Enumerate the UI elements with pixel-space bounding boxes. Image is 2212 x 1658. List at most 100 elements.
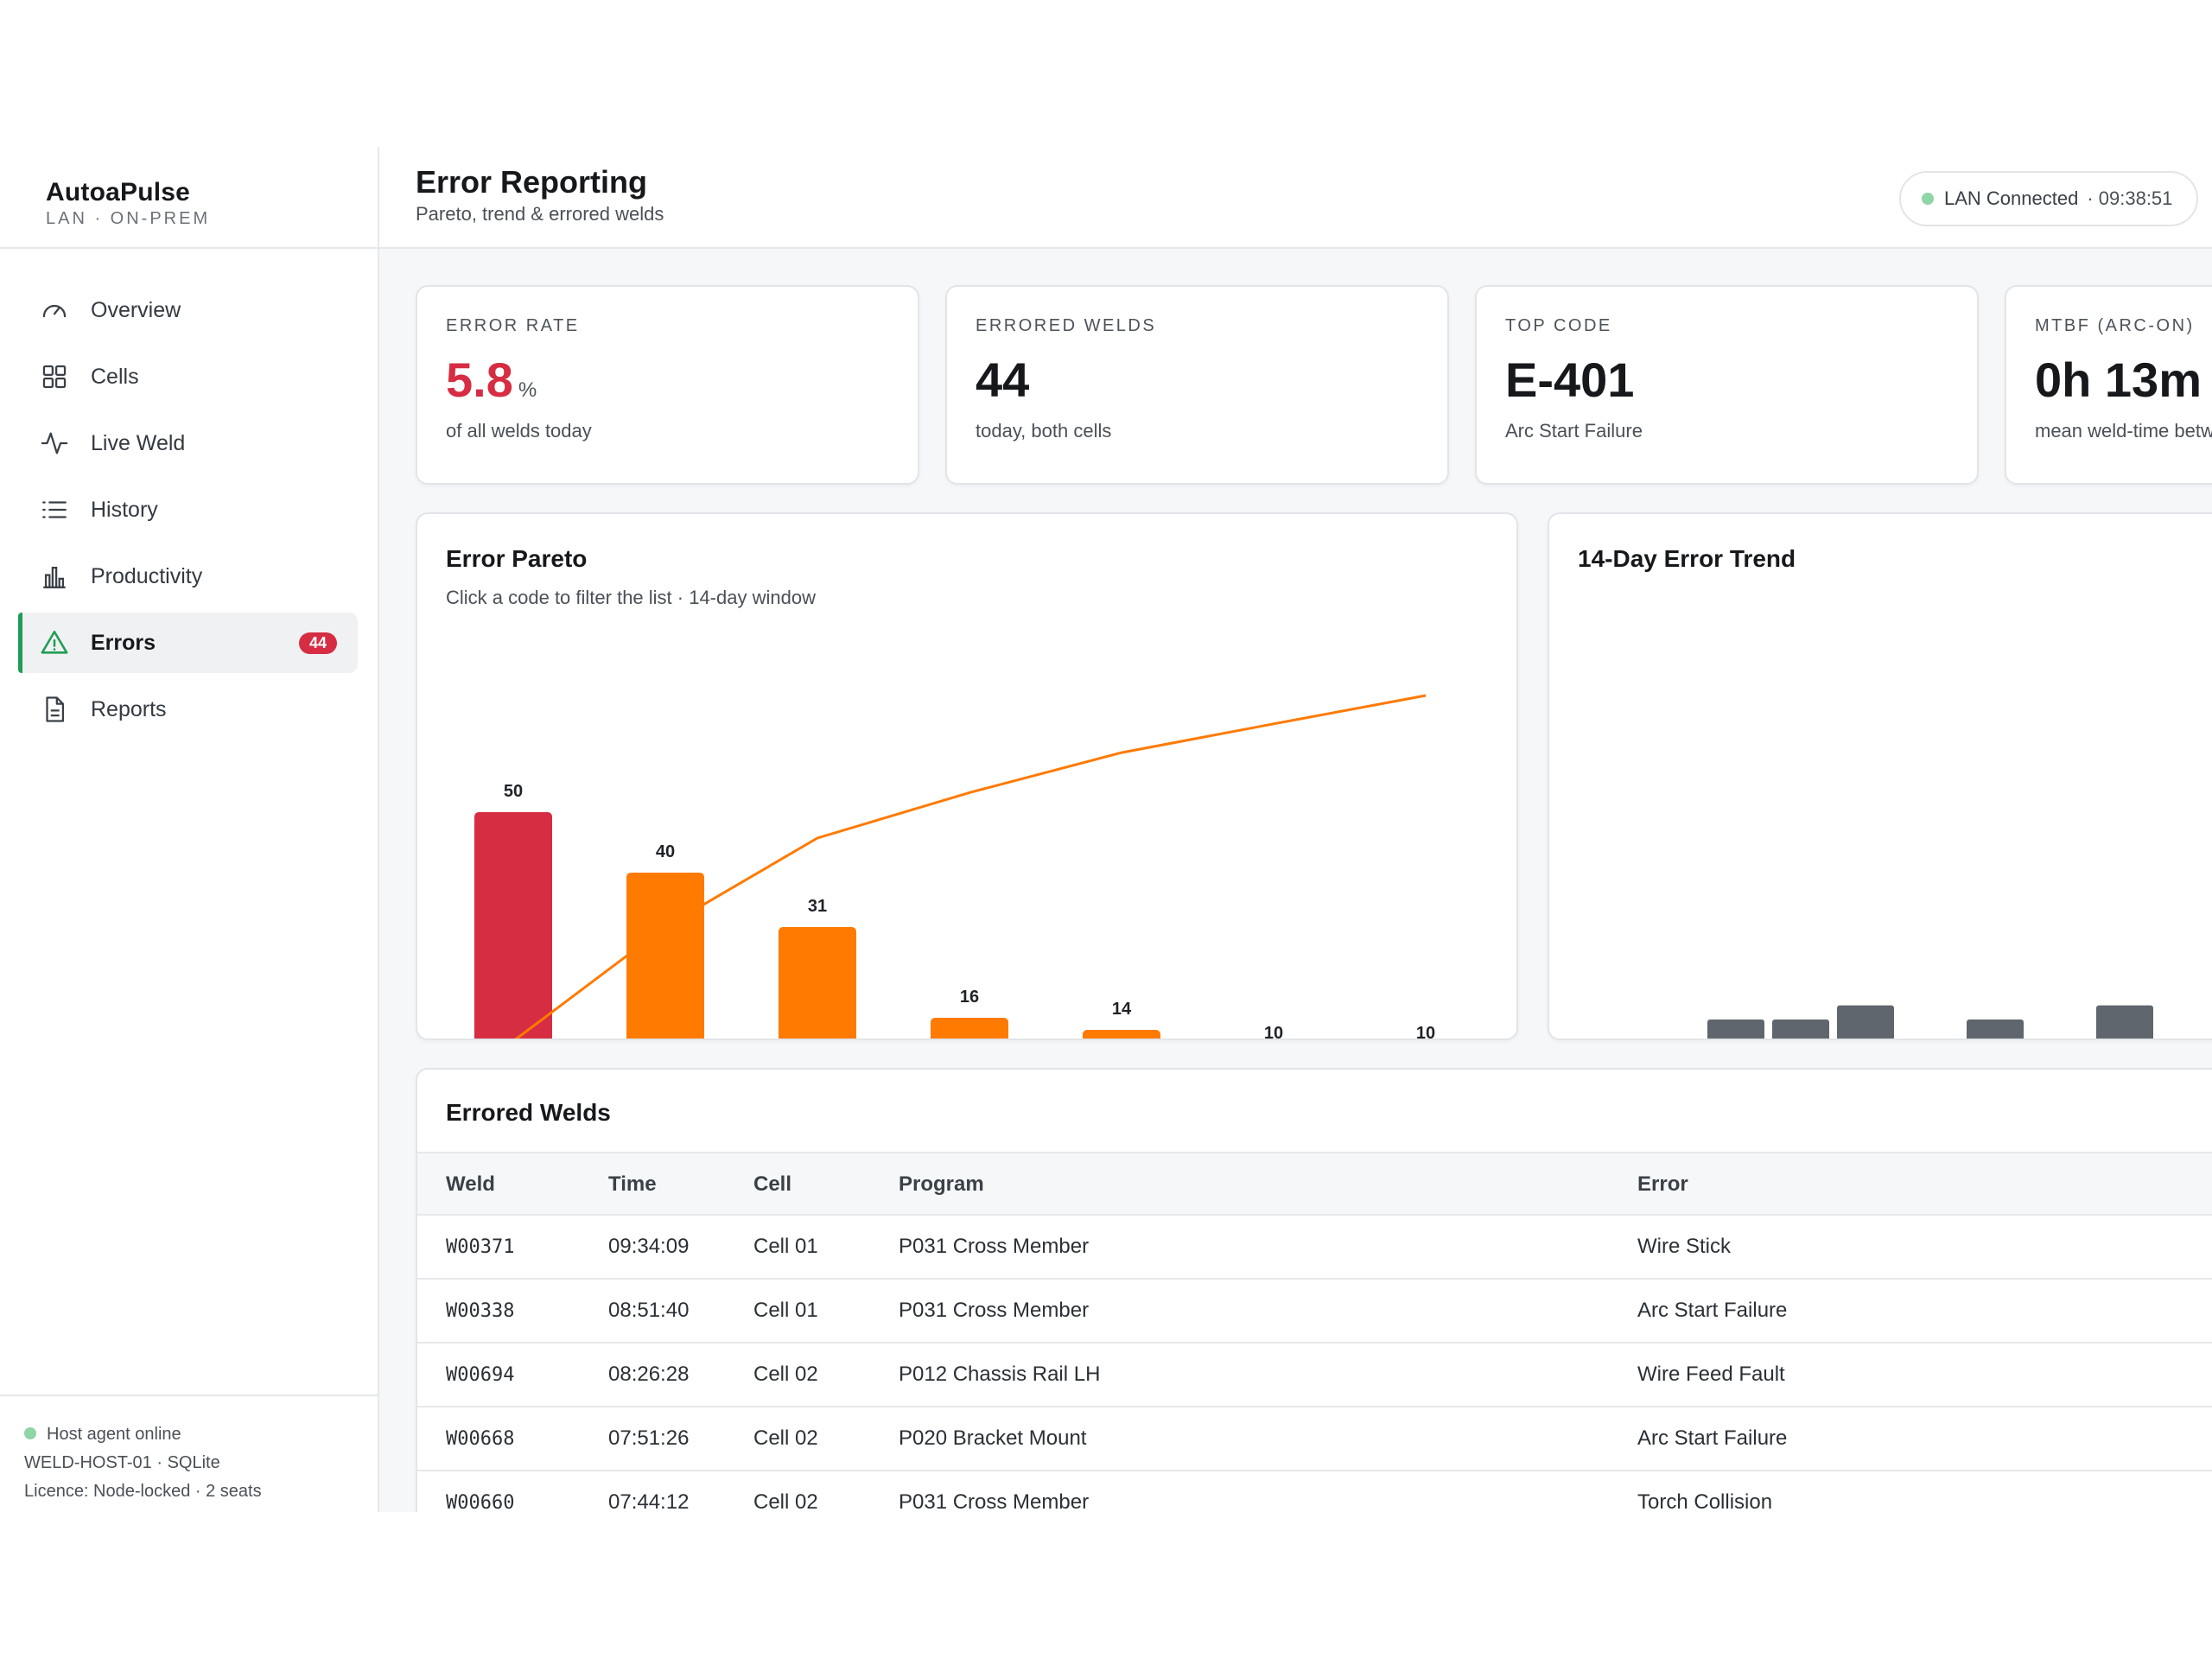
cell-cell: Cell 01 <box>753 1235 818 1258</box>
sidebar-item-productivity[interactable]: Productivity <box>18 546 358 607</box>
card-title: 14-Day Error Trend <box>1578 545 1796 572</box>
cell-time: 07:51:26 <box>608 1426 690 1450</box>
table-title: Errored Welds <box>446 1099 611 1126</box>
bar-chart-icon <box>39 561 70 592</box>
pareto-value-label: 40 <box>656 842 675 861</box>
sidebar-item-reports[interactable]: Reports <box>18 679 358 740</box>
trend-chart: WedThuFriSatSunMonTueWedThuFri <box>1707 1005 2153 1039</box>
card-title: Error Pareto <box>446 545 588 572</box>
kpi-subtitle: mean weld-time betw <box>2035 420 2212 441</box>
trend-bar[interactable] <box>2096 1005 2153 1039</box>
kpi-label: TOP CODE <box>1505 316 1612 335</box>
trend-bar[interactable] <box>1837 1005 1894 1039</box>
page-title: Error Reporting <box>416 164 648 200</box>
kpi-card-errored-welds: ERRORED WELDS 44 today, both cells <box>945 285 1449 485</box>
errored-welds-card: Errored Welds Weld Time Cell Program Err… <box>416 1068 2212 1512</box>
kpi-card-error-rate: ERROR RATE 5.8% of all welds today <box>416 285 919 485</box>
connection-status: LAN Connected · 09:38:51 <box>1899 171 2199 226</box>
pareto-bar-e-207[interactable] <box>931 1018 1008 1039</box>
sidebar-item-overview[interactable]: Overview <box>18 280 358 340</box>
kpi-value: 44 <box>976 353 1030 407</box>
cell-program: P031 Cross Member <box>899 1235 1090 1258</box>
pareto-value-label: 50 <box>504 782 523 801</box>
cell-time: 08:26:28 <box>608 1363 690 1386</box>
kpi-card-mtbf: MTBF (ARC-ON) 0h 13m mean weld-time betw <box>2005 285 2212 485</box>
cell-program: P031 Cross Member <box>899 1490 1090 1512</box>
error-count-badge: 44 <box>298 632 337 654</box>
pareto-value-label: 10 <box>1264 1024 1283 1039</box>
table-row[interactable]: W00371 09:34:09 Cell 01 P031 Cross Member Wi… <box>417 1216 2212 1280</box>
sidebar-item-label: Reports <box>91 696 167 721</box>
grid-icon <box>39 361 70 392</box>
sidebar-item-label: Cells <box>91 364 139 389</box>
cell-time: 07:44:12 <box>608 1490 690 1512</box>
kpi-card-top-code: TOP CODE E-401 Arc Start Failure <box>1475 285 1979 485</box>
cell-cell: Cell 01 <box>753 1299 818 1322</box>
connection-dot-icon <box>1922 193 1934 205</box>
host-status: Host agent online <box>24 1420 378 1449</box>
kpi-value: E-401 <box>1505 353 1635 407</box>
cell-error: Arc Start Failure <box>1637 1299 1788 1322</box>
pareto-value-label: 16 <box>960 988 979 1007</box>
pareto-bar-e-112[interactable] <box>779 927 856 1039</box>
column-header-program[interactable]: Program <box>899 1172 984 1196</box>
clock: · 09:38:51 <box>2087 187 2173 209</box>
column-header-error[interactable]: Error <box>1637 1172 1688 1196</box>
cell-weld: W00371 <box>446 1236 515 1258</box>
licence-info: Licence: Node-locked · 2 seats <box>24 1482 262 1501</box>
column-header-weld[interactable]: Weld <box>446 1172 495 1196</box>
table-row[interactable]: W00694 08:26:28 Cell 02 P012 Chassis Rail L… <box>417 1344 2212 1407</box>
trend-bar[interactable] <box>1772 1020 1829 1039</box>
column-header-cell[interactable]: Cell <box>753 1172 792 1196</box>
pareto-bar-e-350[interactable] <box>626 873 704 1039</box>
pareto-value-label: 10 <box>1416 1024 1435 1039</box>
brand-subtitle: LAN · ON-PREM <box>46 209 211 228</box>
kpi-value: 0h 13m <box>2035 353 2202 407</box>
page-header: Error Reporting Pareto, trend & errored … <box>379 147 2212 249</box>
kpi-unit: % <box>518 378 537 402</box>
table-row[interactable]: W00338 08:51:40 Cell 01 P031 Cross Member Ar… <box>417 1280 2212 1344</box>
pareto-bar-e-401[interactable] <box>474 812 552 1039</box>
gauge-icon <box>39 295 70 326</box>
cell-error: Arc Start Failure <box>1637 1426 1788 1450</box>
connection-label: LAN Connected <box>1944 187 2079 209</box>
table-row[interactable]: W00660 07:44:12 Cell 02 P031 Cross Member To… <box>417 1471 2212 1512</box>
sidebar-item-label: History <box>91 497 158 522</box>
error-trend-card: 14-Day Error Trend WedThuFriSatSunMonTue… <box>1548 512 2212 1040</box>
trend-bar[interactable] <box>1967 1020 2024 1039</box>
cell-cell: Cell 02 <box>753 1490 818 1512</box>
cell-weld: W00660 <box>446 1492 515 1512</box>
kpi-subtitle: today, both cells <box>976 420 1112 441</box>
page-subtitle: Pareto, trend & errored welds <box>416 203 664 225</box>
cell-weld: W00668 <box>446 1428 515 1450</box>
list-icon <box>39 494 70 525</box>
table-header: Weld Time Cell Program Error <box>417 1152 2212 1216</box>
sidebar-item-label: Productivity <box>91 563 203 588</box>
cell-time: 08:51:40 <box>608 1299 690 1322</box>
cell-cell: Cell 02 <box>753 1426 818 1450</box>
cell-program: P031 Cross Member <box>899 1299 1090 1322</box>
pareto-value-label: 14 <box>1112 1000 1132 1019</box>
table-row[interactable]: W00668 07:51:26 Cell 02 P020 Bracket Mount A… <box>417 1407 2212 1471</box>
cell-program: P020 Bracket Mount <box>899 1426 1087 1450</box>
host-info: WELD-HOST-01 · SQLite <box>24 1453 220 1472</box>
sidebar-item-errors[interactable]: Errors 44 <box>18 613 358 673</box>
document-icon <box>39 694 70 725</box>
sidebar-item-label: Errors <box>91 630 156 655</box>
pareto-bar-e-410[interactable] <box>1083 1030 1160 1039</box>
sidebar-item-history[interactable]: History <box>18 480 358 540</box>
sidebar-nav: Overview Cells Live Weld History <box>0 249 378 740</box>
sidebar: AutoaPulse LAN · ON-PREM Overview Cells <box>0 147 379 1512</box>
kpi-subtitle: Arc Start Failure <box>1505 420 1643 441</box>
sidebar-item-live-weld[interactable]: Live Weld <box>18 413 358 473</box>
sidebar-item-cells[interactable]: Cells <box>18 346 358 407</box>
column-header-time[interactable]: Time <box>608 1172 657 1196</box>
cell-cell: Cell 02 <box>753 1363 818 1386</box>
pareto-chart: 50E-40140E-35031E-11216E-20714E-41010E-1… <box>474 694 1435 1039</box>
brand: AutoaPulse LAN · ON-PREM <box>0 147 378 249</box>
kpi-subtitle: of all welds today <box>446 420 592 441</box>
cell-error: Wire Feed Fault <box>1637 1363 1785 1386</box>
trend-bar[interactable] <box>1707 1020 1764 1039</box>
kpi-label: ERROR RATE <box>446 316 580 335</box>
sidebar-footer: Host agent online WELD-HOST-01 · SQLite … <box>0 1394 378 1512</box>
